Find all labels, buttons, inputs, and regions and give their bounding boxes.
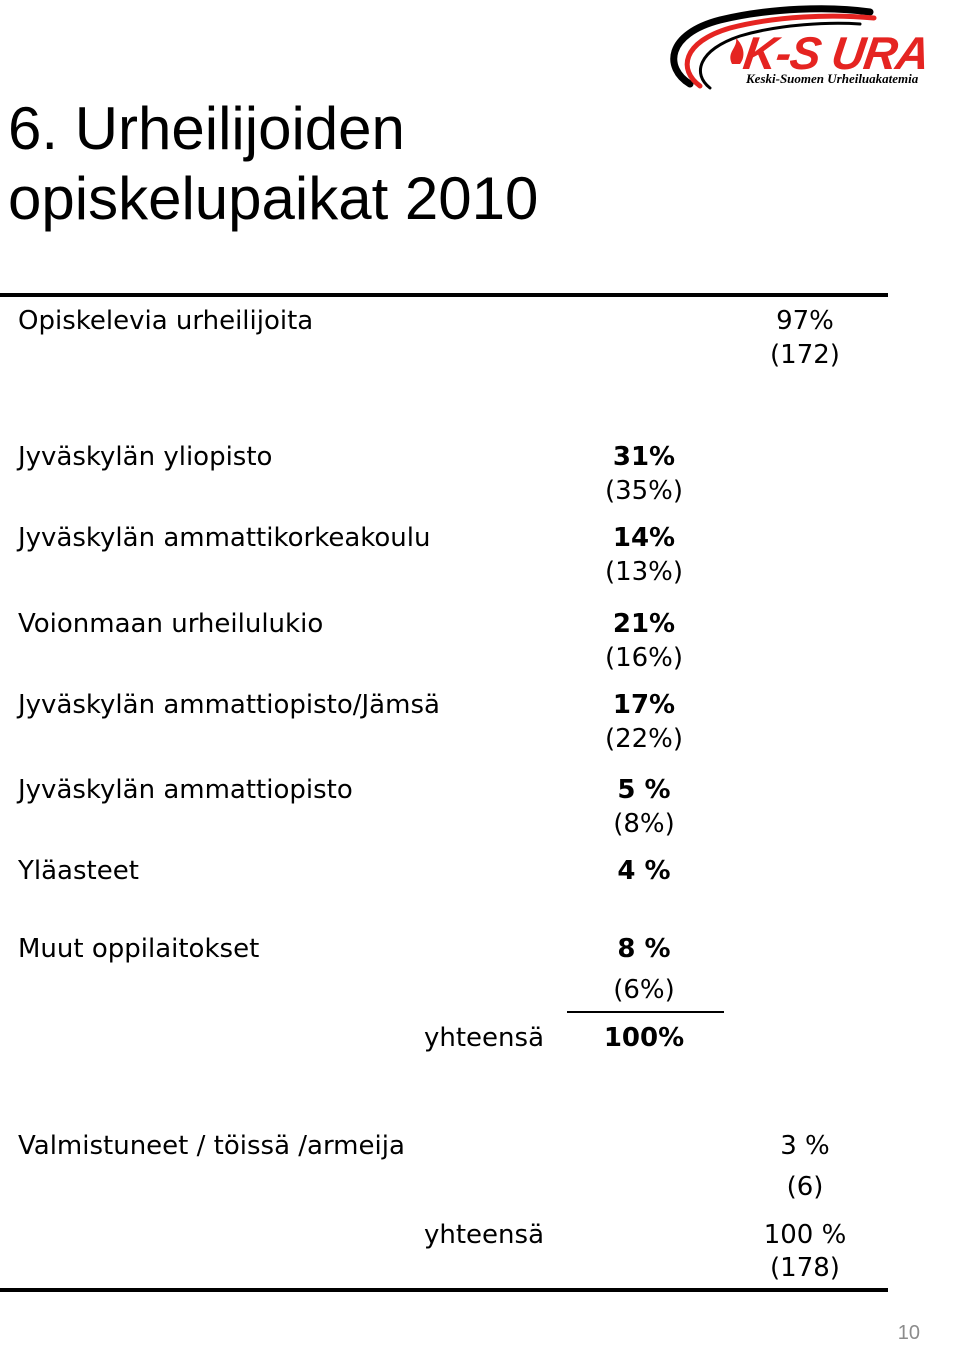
row-pct: 4 % — [617, 856, 671, 886]
row-label: Jyväskylän ammattiopisto/Jämsä — [18, 690, 440, 720]
graduated-label: Valmistuneet / töissä /armeija — [18, 1131, 405, 1161]
subtotal-label: yhteensä — [424, 1023, 545, 1053]
row-pct: 8 % — [617, 934, 671, 964]
logo-wordmark: K-S URA — [740, 27, 933, 79]
row-label: Muut oppilaitokset — [18, 934, 260, 964]
page-title-line1: 6. Urheilijoiden — [8, 95, 405, 162]
total-pct: 100 % — [763, 1220, 847, 1250]
page-title-line2: opiskelupaikat 2010 — [8, 165, 539, 232]
subtotal-value: 100% — [603, 1023, 685, 1053]
total-label: yhteensä — [424, 1220, 545, 1250]
row-label: Yläasteet — [18, 856, 139, 886]
page-number: 10 — [897, 1322, 920, 1344]
studying-count: (172) — [770, 340, 840, 370]
total-count: (178) — [770, 1253, 840, 1283]
row-label: Jyväskylän yliopisto — [18, 442, 273, 472]
row-label: Jyväskylän ammattiopisto — [18, 775, 353, 805]
row-prev-pct: (35%) — [604, 476, 684, 506]
row-prev-pct: (22%) — [604, 724, 684, 754]
row-pct: 5 % — [617, 775, 671, 805]
studying-label: Opiskelevia urheilijoita — [18, 306, 314, 336]
row-prev-pct: (16%) — [604, 643, 684, 673]
ks-ura-logo: K-S URA Keski-Suomen Urheiluakatemia — [660, 4, 956, 90]
row-prev-pct: (13%) — [604, 557, 684, 587]
row-pct: 31% — [612, 442, 676, 472]
logo-swoosh-icon — [670, 5, 877, 90]
row-pct: 17% — [612, 690, 676, 720]
row-label: Voionmaan urheilulukio — [18, 609, 324, 639]
graduated-count: (6) — [786, 1172, 824, 1202]
sum-rule — [567, 1011, 724, 1013]
row-pct: 14% — [612, 523, 676, 553]
top-rule — [0, 293, 888, 297]
bottom-rule — [0, 1288, 888, 1292]
row-prev-pct: (6%) — [613, 975, 675, 1005]
row-prev-pct: (8%) — [613, 809, 675, 839]
row-label: Jyväskylän ammattikorkeakoulu — [18, 523, 431, 553]
row-pct: 21% — [612, 609, 676, 639]
graduated-pct: 3 % — [780, 1131, 830, 1161]
studying-pct: 97% — [776, 306, 834, 336]
logo-tagline: Keski-Suomen Urheiluakatemia — [746, 71, 919, 86]
